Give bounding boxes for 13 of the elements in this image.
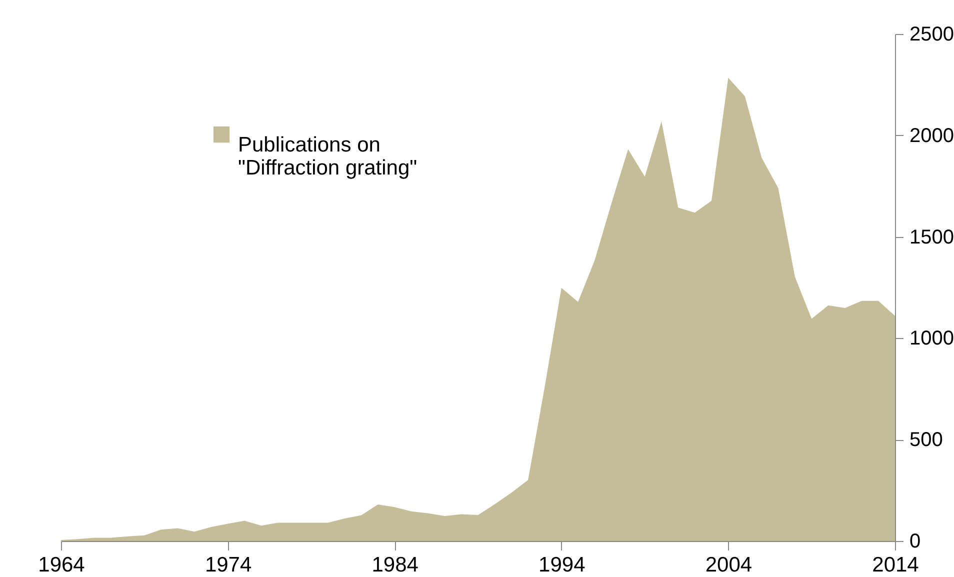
legend-label: Publications on "Diffraction grating"	[238, 134, 418, 180]
x-tick-label: 2004	[705, 554, 752, 576]
x-tick-label: 1964	[38, 554, 86, 576]
y-tick-label: 2000	[910, 124, 954, 147]
x-tick-label: 1974	[204, 554, 252, 576]
y-tick-label: 500	[910, 429, 943, 452]
x-tick-label: 1994	[538, 554, 586, 576]
y-tick-label: 1500	[910, 226, 954, 248]
y-tick-label: 0	[910, 530, 921, 552]
x-tick-label: 2014	[872, 554, 920, 576]
y-tick-label: 1000	[910, 328, 954, 350]
y-tick-label: 2500	[910, 24, 954, 46]
x-tick-label: 1984	[372, 554, 419, 576]
